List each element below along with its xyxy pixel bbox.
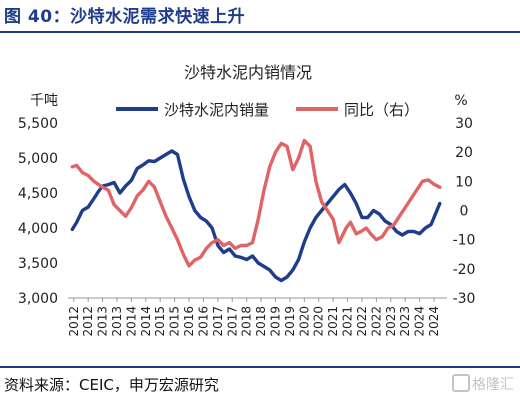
x-tick-label: 2021 [326, 306, 340, 337]
left-tick-label: 5,000 [18, 151, 58, 167]
series-line-yoy [70, 138, 442, 268]
x-tick-label: 2023 [398, 306, 412, 337]
x-tick-label: 2015 [153, 306, 167, 337]
left-tick-label: 4,000 [18, 221, 58, 237]
x-tick-label: 2018 [240, 306, 254, 337]
watermark-logo-icon [452, 374, 470, 392]
footer-divider [0, 366, 520, 368]
legend: 沙特水泥内销量 同比（右） [116, 101, 419, 119]
title-divider [0, 31, 520, 33]
x-tick-label: 2019 [283, 306, 297, 337]
series-line-sales-volume [70, 149, 442, 283]
x-tick-label: 2013 [110, 306, 124, 337]
left-tick-label: 5,500 [18, 116, 58, 132]
x-tick-label: 2020 [297, 306, 311, 337]
axes: 3,000 3,500 4,000 4,500 5,000 5,500 -30 -20 -10 0… [18, 116, 476, 337]
x-tick-label: 2015 [168, 306, 182, 337]
x-tick-label: 2022 [369, 306, 383, 337]
right-tick-label: 30 [455, 116, 473, 132]
x-tick-label: 2012 [67, 306, 81, 337]
right-axis-unit: % [454, 93, 467, 109]
x-tick-label: 2016 [196, 306, 210, 337]
right-tick-label: -10 [453, 233, 476, 249]
series-layer [70, 138, 442, 283]
legend-label-yoy: 同比（右） [344, 101, 419, 119]
x-tick-label: 2014 [124, 306, 138, 337]
x-tick-label: 2021 [341, 306, 355, 337]
figure-title: 图 40：沙特水泥需求快速上升 [4, 7, 246, 27]
right-tick-label: 10 [455, 174, 473, 190]
left-tick-label: 4,500 [18, 186, 58, 202]
source-note: 资料来源：CEIC，申万宏源研究 [4, 376, 219, 394]
legend-label-volume: 沙特水泥内销量 [164, 101, 269, 119]
right-tick-label: 0 [460, 204, 469, 220]
left-tick-label: 3,000 [18, 291, 58, 307]
x-tick-label: 2017 [225, 306, 239, 337]
x-tick-label: 2019 [269, 306, 283, 337]
x-tick-label: 2013 [96, 306, 110, 337]
x-tick-label: 2024 [427, 306, 441, 337]
watermark: 格隆汇 [452, 374, 514, 394]
x-tick-label: 2020 [312, 306, 326, 337]
right-tick-label: -20 [453, 262, 476, 278]
x-tick-label: 2012 [81, 306, 95, 337]
left-tick-label: 3,500 [18, 256, 58, 272]
right-tick-label: -30 [453, 291, 476, 307]
watermark-text: 格隆汇 [472, 377, 514, 393]
x-tick-label: 2022 [355, 306, 369, 337]
right-tick-label: 20 [455, 145, 473, 161]
x-tick-label: 2014 [139, 306, 153, 337]
left-axis-unit: 千吨 [30, 93, 58, 109]
chart-container: 沙特水泥内销情况 千吨 % 沙特水泥内销量 同比（右） 3,000 3,500 4,… [0, 34, 520, 364]
x-tick-label: 2023 [384, 306, 398, 337]
x-tick-label: 2016 [182, 306, 196, 337]
x-tick-label: 2017 [211, 306, 225, 337]
chart-title: 沙特水泥内销情况 [184, 63, 312, 82]
line-chart: 沙特水泥内销情况 千吨 % 沙特水泥内销量 同比（右） 3,000 3,500 4,… [18, 63, 476, 337]
x-tick-label: 2018 [254, 306, 268, 337]
x-tick-label: 2024 [413, 306, 427, 337]
